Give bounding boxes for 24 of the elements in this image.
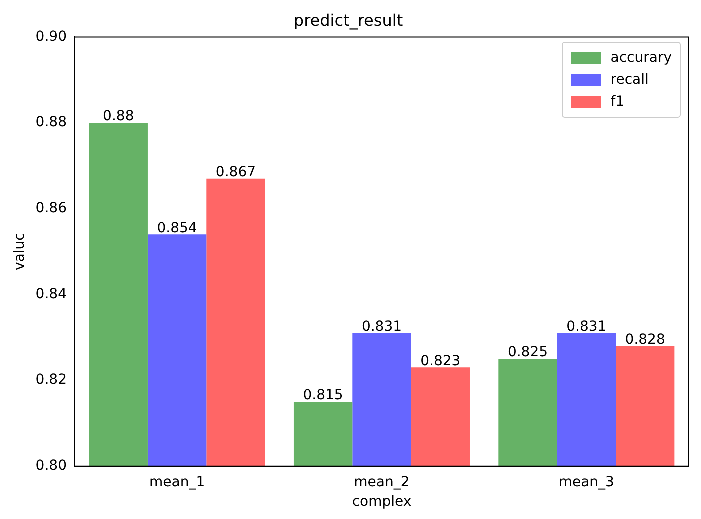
data-label: 0.828 bbox=[625, 332, 666, 348]
x-tick-label: mean_3 bbox=[558, 474, 614, 490]
data-label: 0.815 bbox=[303, 388, 344, 404]
legend-label: accurary bbox=[610, 50, 672, 66]
x-axis-title: complex bbox=[352, 494, 412, 510]
x-tick-label: mean_2 bbox=[354, 474, 410, 490]
y-tick-label: 0.84 bbox=[36, 286, 68, 302]
data-label: 0.823 bbox=[420, 353, 461, 370]
data-label: 0.88 bbox=[103, 108, 134, 125]
data-label: 0.831 bbox=[362, 318, 402, 335]
legend-label: f1 bbox=[610, 94, 625, 110]
data-label: 0.854 bbox=[157, 220, 198, 236]
data-label: 0.867 bbox=[216, 164, 256, 180]
chart-title: predict_result bbox=[294, 10, 404, 30]
y-axis-title: valuc bbox=[12, 233, 28, 270]
y-tick-label: 0.80 bbox=[36, 458, 67, 474]
y-tick-label: 0.90 bbox=[36, 28, 67, 45]
data-label: 0.831 bbox=[566, 318, 607, 335]
x-tick-label: mean_1 bbox=[149, 474, 206, 490]
legend-label: recall bbox=[610, 72, 649, 88]
y-tick-label: 0.88 bbox=[36, 114, 67, 131]
data-label: 0.825 bbox=[508, 344, 548, 361]
y-tick-label: 0.86 bbox=[36, 200, 68, 217]
y-tick-label: 0.82 bbox=[36, 372, 67, 388]
